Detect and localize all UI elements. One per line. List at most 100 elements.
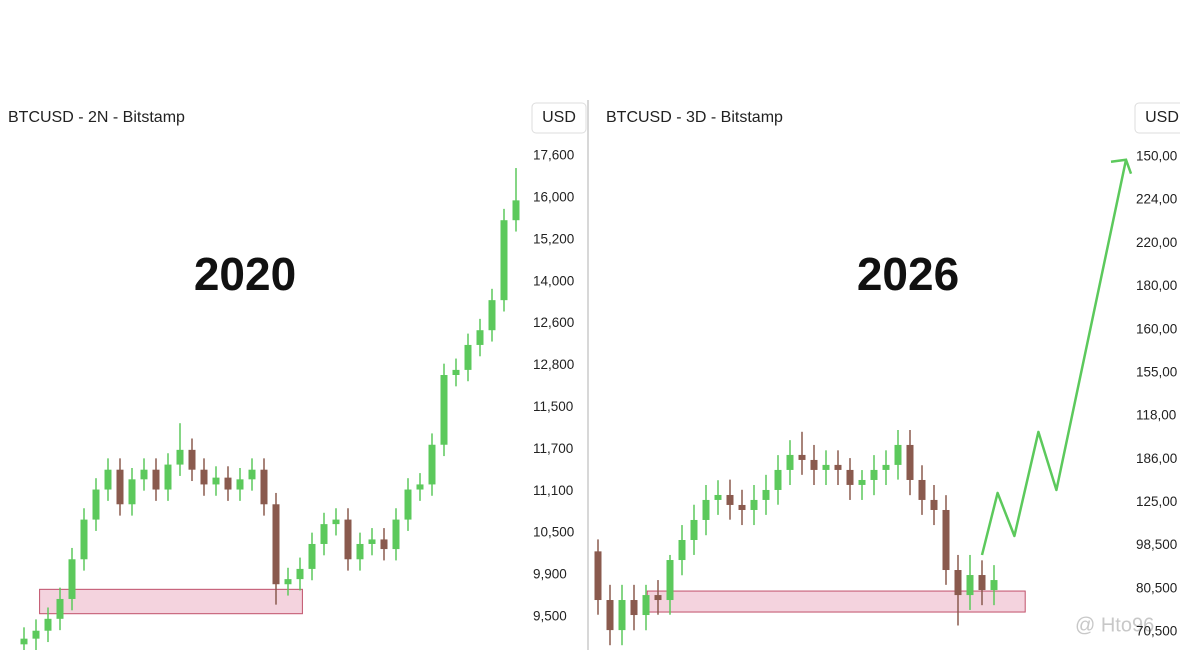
y-tick-label: 11,100 xyxy=(533,483,573,498)
candle-body xyxy=(212,477,220,485)
unit-button-label[interactable]: USD xyxy=(1145,109,1179,126)
y-tick-label: 180,00 xyxy=(1136,278,1177,293)
y-tick-label: 150,00 xyxy=(1136,149,1177,164)
candle-body xyxy=(810,459,818,470)
candle-body xyxy=(344,519,352,560)
candle-body xyxy=(930,499,938,510)
chart-header: BTCUSD - 2N - Bitstamp xyxy=(8,109,185,126)
candle-body xyxy=(822,464,830,470)
candle-body xyxy=(164,464,172,490)
y-tick-label: 220,00 xyxy=(1136,235,1177,250)
y-tick-label: 16,000 xyxy=(533,189,574,204)
candle-body xyxy=(594,551,602,601)
candle-body xyxy=(116,469,124,505)
candle-body xyxy=(858,479,866,485)
candle-body xyxy=(702,499,710,520)
candle-body xyxy=(392,519,400,550)
y-tick-label: 125,00 xyxy=(1136,494,1177,509)
candle-body xyxy=(152,469,160,490)
support-zone xyxy=(39,588,303,615)
candle-body xyxy=(786,454,794,470)
candle-body xyxy=(44,618,52,631)
candle-body xyxy=(690,519,698,540)
candle-body xyxy=(488,300,496,331)
projection-arrowhead xyxy=(1110,158,1133,175)
candle-body xyxy=(236,479,244,490)
candle-body xyxy=(464,344,472,370)
candle-body xyxy=(750,499,758,510)
candle-body xyxy=(714,494,722,500)
candle-body xyxy=(966,575,974,596)
unit-button[interactable] xyxy=(1134,102,1180,134)
candle-body xyxy=(798,454,806,460)
y-tick-label: 14,000 xyxy=(533,273,574,288)
candle-body xyxy=(954,570,962,596)
candle-body xyxy=(20,638,28,645)
candle-body xyxy=(942,509,950,571)
candle-body xyxy=(296,568,304,580)
y-tick-label: 11,500 xyxy=(533,399,573,414)
y-tick-label: 12,600 xyxy=(533,315,574,330)
candle-body xyxy=(224,477,232,490)
candle-body xyxy=(476,330,484,345)
candle-body xyxy=(918,479,926,500)
y-tick-label: 70,500 xyxy=(1136,624,1177,639)
candle-body xyxy=(80,519,88,560)
candle-body xyxy=(272,504,280,585)
candle-body xyxy=(642,595,650,616)
candle-body xyxy=(500,220,508,301)
y-tick-label: 10,500 xyxy=(533,525,574,540)
candle-body xyxy=(260,469,268,505)
candle-body xyxy=(606,600,614,631)
unit-button-label[interactable]: USD xyxy=(542,109,576,126)
candle-body xyxy=(978,575,986,591)
y-tick-label: 155,00 xyxy=(1136,364,1177,379)
candle-body xyxy=(104,469,112,490)
y-tick-label: 98,500 xyxy=(1136,537,1177,552)
candle-body xyxy=(678,540,686,561)
candle-body xyxy=(92,489,100,520)
candle-body xyxy=(308,543,316,569)
watermark: @ Hto96 xyxy=(1075,614,1154,636)
candle-body xyxy=(428,444,436,485)
projection-path xyxy=(980,159,1128,556)
y-tick-label: 9,900 xyxy=(533,567,567,582)
candle-body xyxy=(452,369,460,375)
candle-body xyxy=(618,600,626,631)
y-tick-label: 12,800 xyxy=(533,357,574,372)
candle-body xyxy=(248,469,256,480)
chart-header: BTCUSD - 3D - Bitstamp xyxy=(606,109,783,126)
y-tick-label: 186,00 xyxy=(1136,451,1177,466)
candle-body xyxy=(870,469,878,480)
candle-body xyxy=(56,598,64,619)
y-tick-label: 160,00 xyxy=(1136,321,1177,336)
candle-body xyxy=(176,449,184,465)
candle-body xyxy=(440,375,448,445)
candle-body xyxy=(284,579,292,585)
candle-body xyxy=(738,504,746,510)
candle-body xyxy=(32,630,40,639)
candle-body xyxy=(906,444,914,480)
candle-body xyxy=(368,539,376,544)
unit-button[interactable] xyxy=(531,102,587,134)
candle-body xyxy=(68,559,76,599)
candle-body xyxy=(416,484,424,490)
candle-body xyxy=(774,469,782,490)
candle-body xyxy=(128,479,136,505)
candle-body xyxy=(882,464,890,470)
candle-body xyxy=(630,600,638,616)
candle-body xyxy=(762,489,770,500)
candle-body xyxy=(332,519,340,525)
candle-body xyxy=(200,469,208,485)
candle-body xyxy=(726,494,734,505)
y-tick-label: 9,500 xyxy=(533,609,567,624)
candle-body xyxy=(512,200,520,221)
y-tick-label: 224,00 xyxy=(1136,192,1177,207)
year-label: 2026 xyxy=(857,248,959,300)
candle-body xyxy=(894,444,902,465)
candle-body xyxy=(990,580,998,591)
candle-body xyxy=(356,543,364,560)
candle-body xyxy=(654,595,662,601)
y-tick-label: 118,00 xyxy=(1136,408,1176,423)
